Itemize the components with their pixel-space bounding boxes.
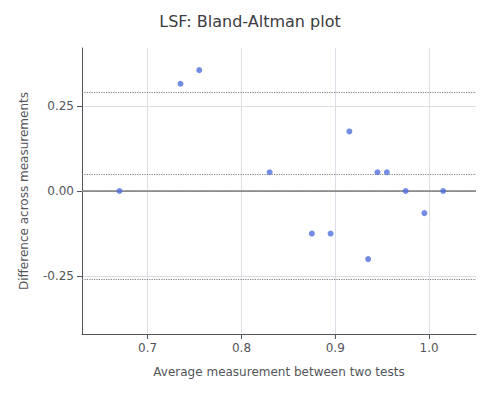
- svg-text:1.0: 1.0: [420, 341, 439, 355]
- svg-text:0.7: 0.7: [138, 341, 157, 355]
- svg-text:LSF: Bland-Altman plot: LSF: Bland-Altman plot: [159, 12, 340, 31]
- svg-text:Average measurement between tw: Average measurement between two tests: [153, 365, 404, 379]
- svg-text:-0.25: -0.25: [43, 269, 74, 283]
- svg-text:0.25: 0.25: [47, 99, 74, 113]
- svg-text:0.9: 0.9: [326, 341, 345, 355]
- svg-text:0.00: 0.00: [47, 184, 74, 198]
- svg-text:Difference across measurements: Difference across measurements: [17, 92, 31, 290]
- svg-text:0.8: 0.8: [232, 341, 251, 355]
